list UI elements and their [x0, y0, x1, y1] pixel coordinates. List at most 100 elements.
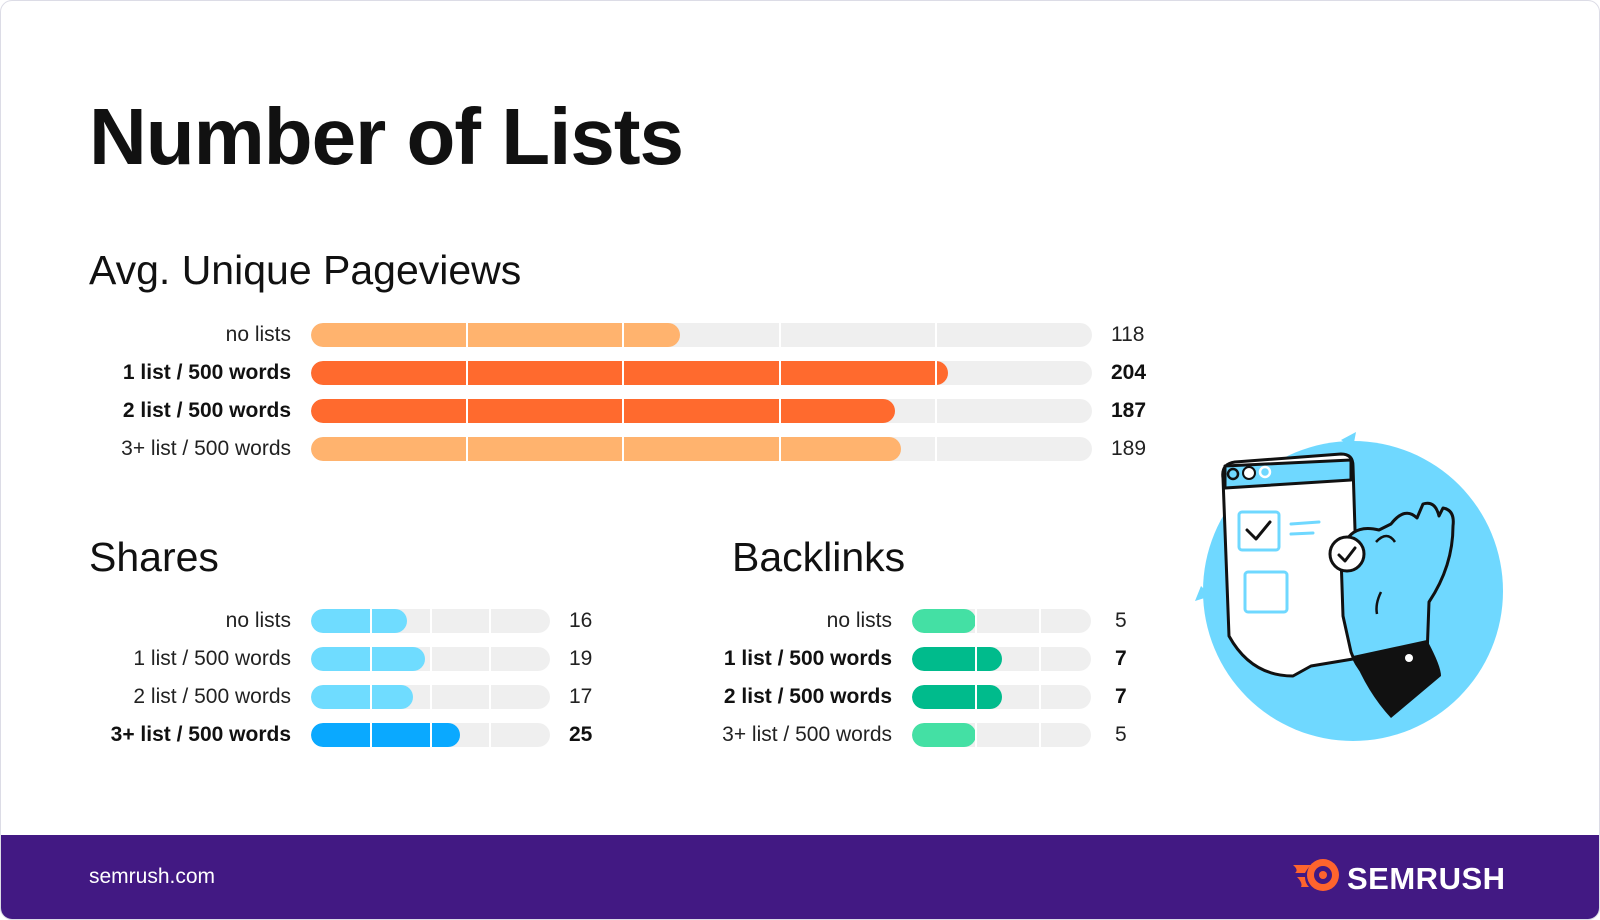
category-label: 2 list / 500 words [723, 685, 892, 708]
bar [311, 399, 896, 423]
value-label: 5 [1115, 609, 1127, 632]
gridline [466, 399, 469, 423]
shares-chart-title: Shares [89, 534, 219, 580]
backlinks-bar-chart: no lists 5 1 list / 500 words 7 2 list / 500… [601, 609, 1161, 759]
value-label: 189 [1111, 437, 1147, 460]
value-label: 7 [1115, 685, 1127, 708]
value-label: 19 [569, 647, 593, 670]
bar-track [912, 609, 1091, 633]
bar-row: 1 list / 500 words 204 [1, 361, 1201, 385]
page-title: Number of Lists [89, 92, 684, 181]
value-label: 204 [1111, 361, 1147, 384]
gridline [466, 437, 469, 461]
category-label: 2 list / 500 words [133, 685, 291, 708]
value-label: 16 [569, 609, 593, 632]
gridline [369, 647, 372, 671]
value-label: 7 [1115, 647, 1127, 670]
gridline [1038, 609, 1041, 633]
gridline [934, 323, 937, 347]
gridline [429, 647, 432, 671]
bar-track [311, 723, 550, 747]
gridline [489, 609, 492, 633]
gridline [778, 323, 781, 347]
gridline [1038, 723, 1041, 747]
gridline [1038, 647, 1041, 671]
bar-row: no lists 5 [601, 609, 1161, 633]
category-label: 3+ list / 500 words [110, 723, 291, 746]
gridline [429, 609, 432, 633]
gridline [429, 723, 432, 747]
category-label: 2 list / 500 words [122, 399, 291, 422]
semrush-flame-icon [1293, 859, 1339, 891]
bar-track [912, 723, 1091, 747]
bar-track [311, 323, 1092, 347]
gridline [974, 685, 977, 709]
pageviews-chart-title: Avg. Unique Pageviews [89, 247, 522, 293]
bar-row: 2 list / 500 words 17 [1, 685, 661, 709]
value-label: 17 [569, 685, 593, 708]
bar [912, 609, 976, 633]
category-label: 3+ list / 500 words [722, 723, 892, 746]
bar [311, 685, 413, 709]
category-label: no lists [826, 609, 892, 632]
bar [912, 647, 1002, 671]
bar-track [912, 685, 1091, 709]
bar-row: 1 list / 500 words 7 [601, 647, 1161, 671]
gridline [466, 323, 469, 347]
bar-track [311, 361, 1092, 385]
bar-row: 2 list / 500 words 187 [1, 399, 1201, 423]
bar [311, 437, 902, 461]
gridline [934, 399, 937, 423]
brand-logo: SEMRUSH [1291, 855, 1505, 899]
brand-name: SEMRUSH [1347, 861, 1506, 896]
category-label: 1 list / 500 words [122, 361, 291, 384]
value-label: 118 [1111, 323, 1145, 346]
category-label: 3+ list / 500 words [121, 437, 291, 460]
gridline [622, 399, 625, 423]
footer-bar: semrush.com SEMRUSH [1, 835, 1599, 919]
bar [912, 723, 976, 747]
bar [912, 685, 1002, 709]
bar-track [311, 437, 1092, 461]
value-label: 187 [1111, 399, 1147, 422]
bar-row: 3+ list / 500 words 189 [1, 437, 1201, 461]
bar-track [311, 399, 1092, 423]
gridline [934, 361, 937, 385]
gridline [622, 437, 625, 461]
gridline [489, 647, 492, 671]
category-label: 1 list / 500 words [133, 647, 291, 670]
shares-bar-chart: no lists 16 1 list / 500 words 19 2 list / 5… [1, 609, 661, 759]
gridline [974, 609, 977, 633]
gridline [934, 437, 937, 461]
gridline [466, 361, 469, 385]
gridline [974, 647, 977, 671]
gridline [369, 723, 372, 747]
bar-track [311, 609, 550, 633]
bar-row: no lists 16 [1, 609, 661, 633]
bar [311, 723, 461, 747]
bar [311, 323, 680, 347]
bar [311, 647, 425, 671]
category-label: no lists [225, 609, 291, 632]
browser-window-ok-hand-icon [1195, 432, 1503, 741]
bar-row: 3+ list / 500 words 25 [1, 723, 661, 747]
gridline [622, 361, 625, 385]
category-label: no lists [225, 323, 291, 346]
gridline [429, 685, 432, 709]
bar-row: no lists 118 [1, 323, 1201, 347]
bar-row: 1 list / 500 words 19 [1, 647, 661, 671]
gridline [778, 399, 781, 423]
value-label: 25 [569, 723, 593, 746]
bar-row: 2 list / 500 words 7 [601, 685, 1161, 709]
gridline [369, 685, 372, 709]
gridline [622, 323, 625, 347]
pageviews-bar-chart: no lists 118 1 list / 500 words 204 2 list /… [1, 323, 1201, 473]
bar-row: 3+ list / 500 words 5 [601, 723, 1161, 747]
gridline [489, 723, 492, 747]
gridline [1038, 685, 1041, 709]
gridline [369, 609, 372, 633]
bar-track [311, 685, 550, 709]
bar [311, 609, 407, 633]
footer-url[interactable]: semrush.com [89, 865, 216, 888]
